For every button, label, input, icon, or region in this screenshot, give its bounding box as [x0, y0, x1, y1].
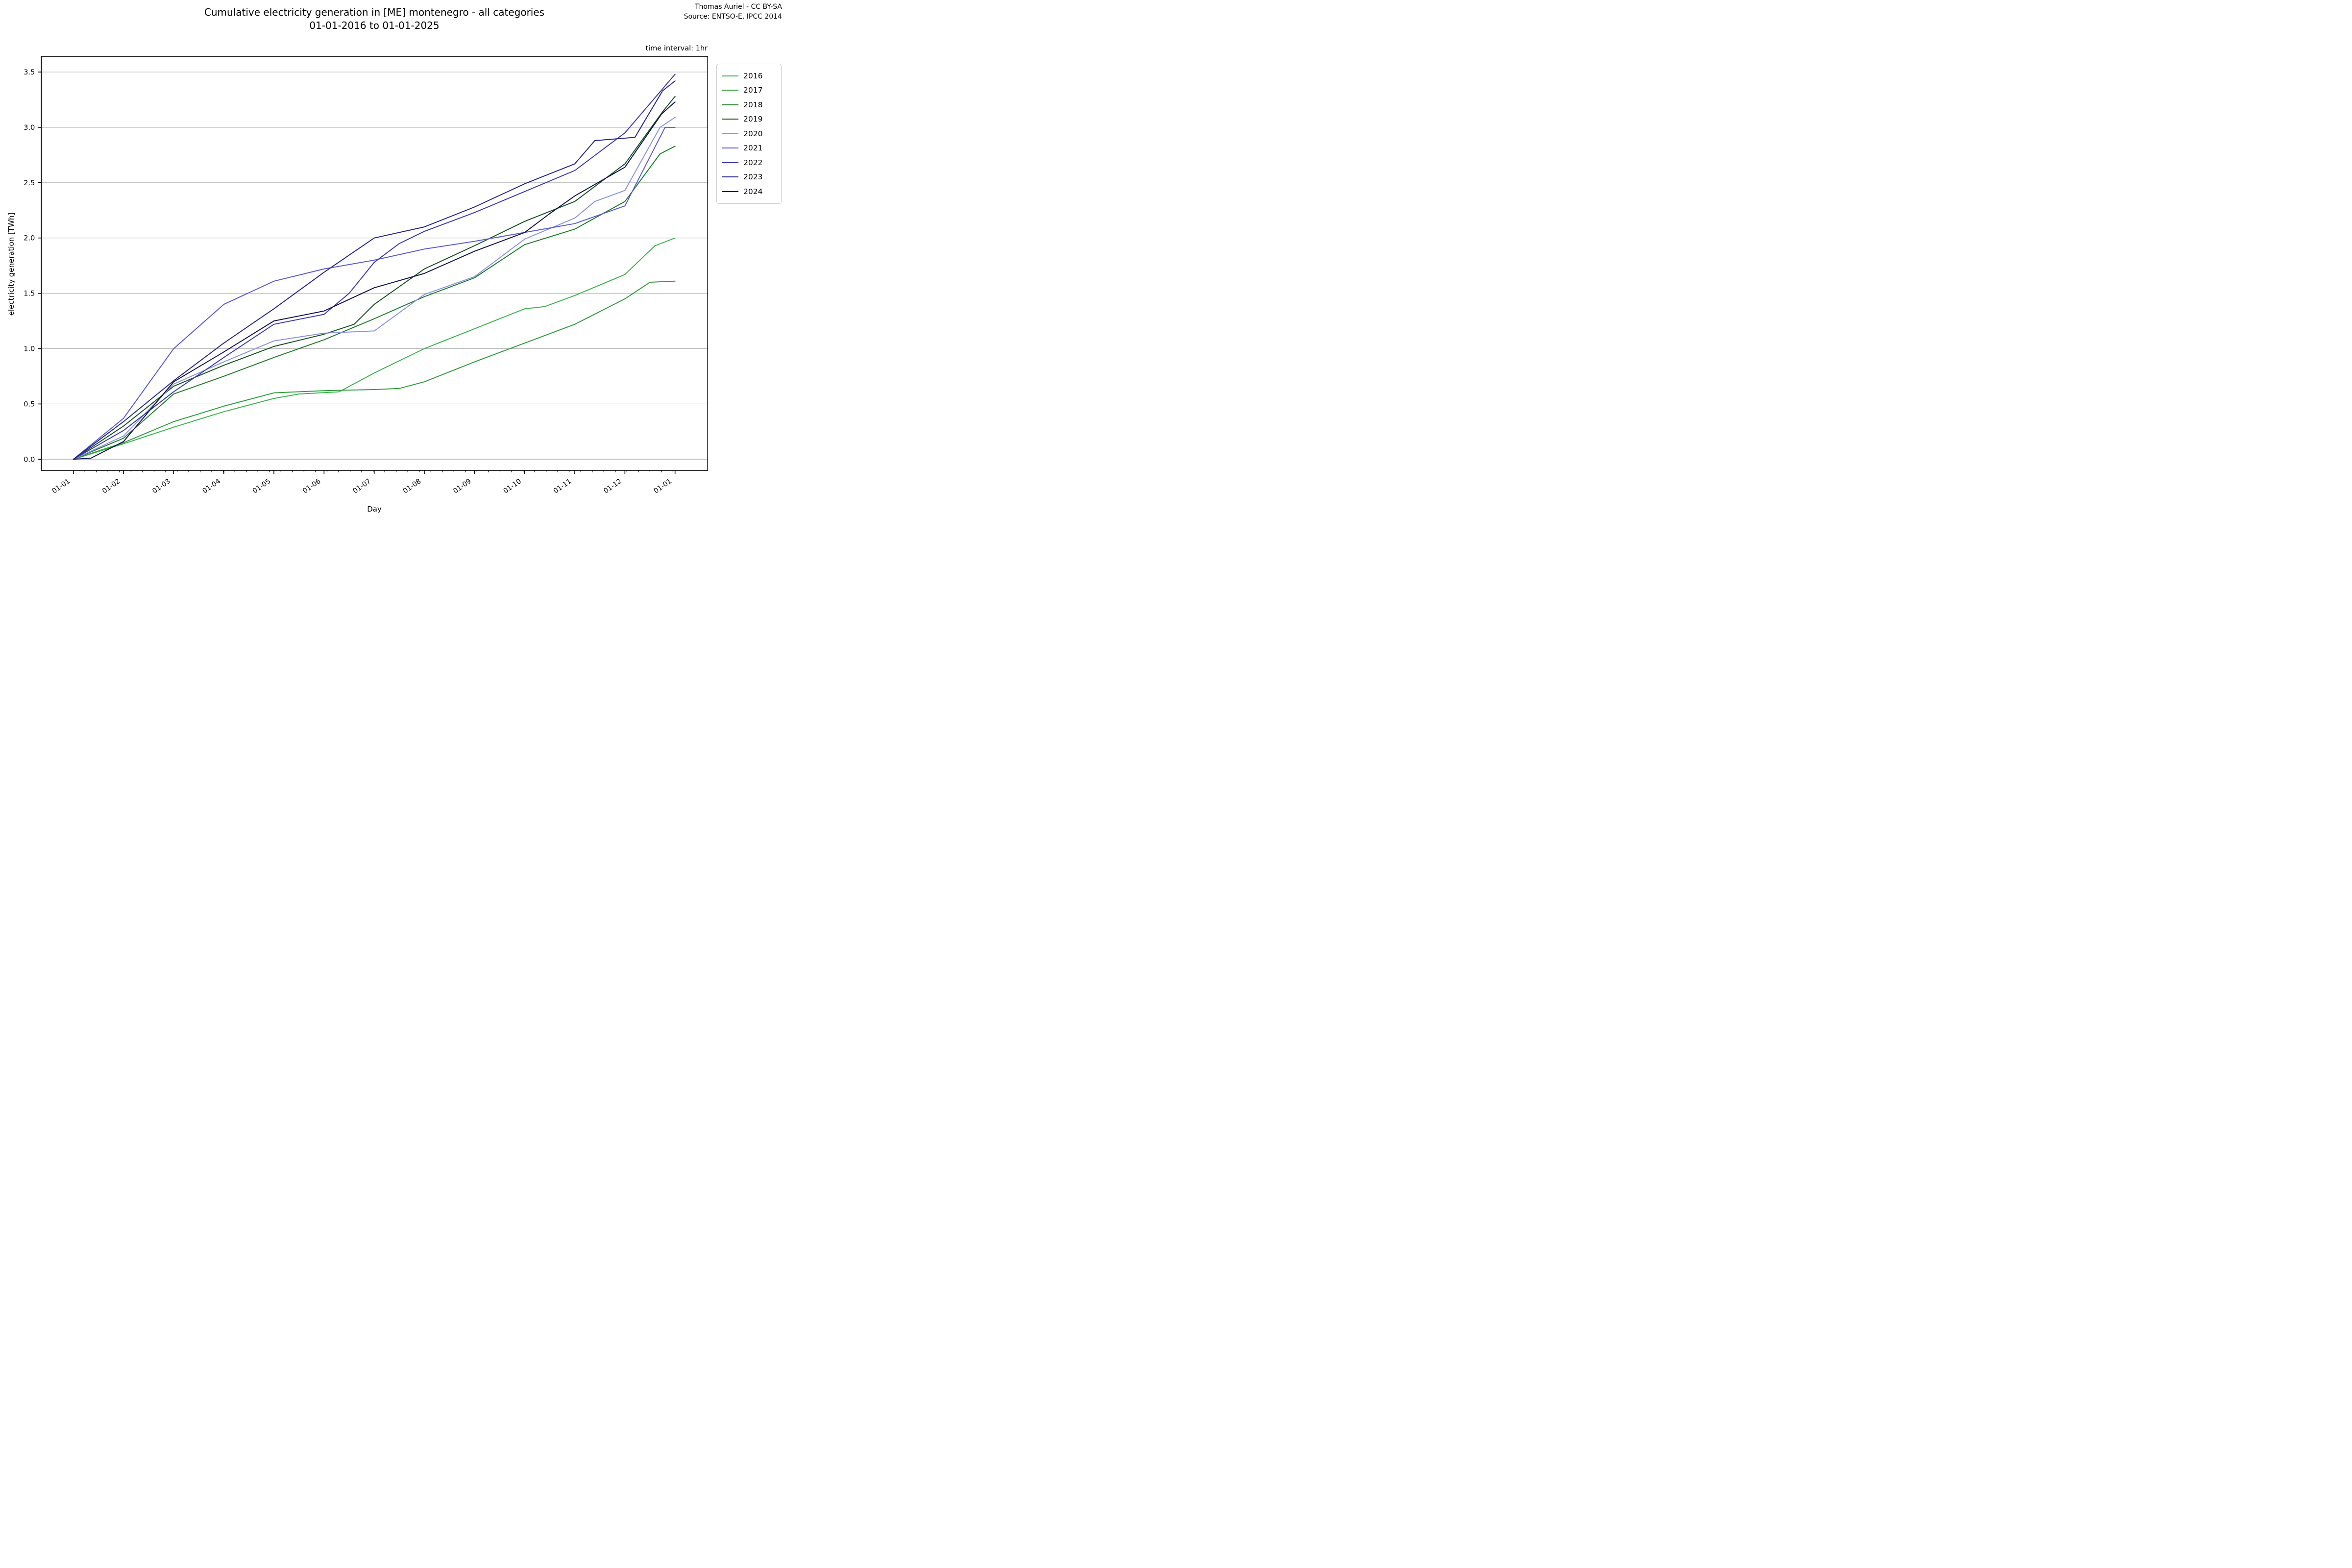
y-tick-label-1.0: 1.0	[24, 345, 35, 353]
legend-item-2022: 2022	[722, 155, 776, 170]
legend-label-2021: 2021	[743, 144, 763, 153]
legend-label-2019: 2019	[743, 115, 763, 124]
legend-label-2022: 2022	[743, 158, 763, 167]
legend-item-2021: 2021	[722, 141, 776, 156]
series-line-2023	[73, 80, 676, 460]
x-tick-label-4: 01-05	[251, 477, 272, 495]
legend-label-2024: 2024	[743, 187, 763, 196]
x-tick-label-8: 01-09	[452, 477, 473, 495]
legend-label-2018: 2018	[743, 100, 763, 109]
legend-item-2024: 2024	[722, 184, 776, 199]
legend-label-2020: 2020	[743, 129, 763, 138]
legend-line-swatch-2020	[722, 133, 738, 134]
y-axis-label: electricity generation [TWh]	[7, 212, 16, 316]
attribution: Thomas Auriel - CC BY-SA Source: ENTSO-E…	[684, 2, 782, 22]
series-line-2017	[73, 280, 676, 460]
y-tick-label-3.5: 3.5	[24, 69, 35, 76]
legend-item-2019: 2019	[722, 112, 776, 127]
series-line-2016	[73, 237, 676, 460]
figure: Cumulative electricity generation in [ME…	[0, 0, 784, 523]
x-tick-label-11: 01-12	[602, 477, 623, 495]
y-tick-label-2.5: 2.5	[24, 179, 35, 187]
x-tick-label-10: 01-11	[552, 477, 573, 495]
x-tick-label-3: 01-04	[201, 477, 222, 495]
x-tick-label-1: 01-02	[101, 477, 122, 495]
legend-label-2017: 2017	[743, 86, 763, 95]
x-tick-label-2: 01-03	[151, 477, 172, 495]
x-tick-label-7: 01-08	[402, 477, 423, 495]
series-line-2020	[73, 117, 676, 460]
plot-border	[41, 56, 709, 471]
legend-item-2016: 2016	[722, 69, 776, 83]
legend-item-2023: 2023	[722, 170, 776, 185]
series-line-2024	[73, 101, 676, 460]
series-line-2022	[73, 74, 676, 460]
legend-item-2018: 2018	[722, 98, 776, 112]
chart-title: Cumulative electricity generation in [ME…	[41, 6, 708, 32]
legend-item-2020: 2020	[722, 126, 776, 141]
attribution-source: Source: ENTSO-E, IPCC 2014	[684, 13, 782, 21]
x-axis-label: Day	[367, 505, 382, 514]
y-tick-label-2.0: 2.0	[24, 235, 35, 243]
chart-canvas: 01-01 01-02 01-03 01-04 01-05 01-06 01-07 01-08…	[24, 56, 709, 495]
x-tick-label-9: 01-10	[502, 477, 523, 495]
x-tick-label-0: 01-01	[50, 477, 72, 495]
legend-line-swatch-2017	[722, 90, 738, 91]
legend-label-2016: 2016	[743, 71, 763, 80]
legend-line-swatch-2022	[722, 162, 738, 163]
legend-line-swatch-2024	[722, 191, 738, 192]
y-tick-label-3.0: 3.0	[24, 124, 35, 132]
legend-line-swatch-2021	[722, 147, 738, 149]
time-interval-note: time interval: 1hr	[645, 45, 708, 52]
series-line-2018	[73, 146, 676, 460]
legend-box: 2016 2017 2018 2019 2020 2021 2022 2023 2024	[716, 64, 782, 204]
attribution-author: Thomas Auriel - CC BY-SA	[694, 3, 782, 11]
legend-label-2023: 2023	[743, 172, 763, 182]
legend-line-swatch-2018	[722, 104, 738, 105]
chart-title-line1: Cumulative electricity generation in [ME…	[204, 6, 545, 18]
legend-line-swatch-2019	[722, 119, 738, 120]
x-tick-label-12: 01-01	[652, 477, 673, 495]
y-tick-label-0.5: 0.5	[24, 400, 35, 408]
x-tick-label-5: 01-06	[301, 477, 322, 495]
x-tick-label-6: 01-07	[351, 477, 372, 495]
legend-item-2017: 2017	[722, 83, 776, 98]
y-tick-label-0.0: 0.0	[24, 456, 35, 464]
legend-line-swatch-2023	[722, 176, 738, 178]
legend-line-swatch-2016	[722, 75, 738, 76]
series-line-2019	[73, 96, 676, 460]
chart-title-line2: 01-01-2016 to 01-01-2025	[309, 20, 440, 31]
series-line-2021	[73, 126, 676, 460]
y-tick-label-1.5: 1.5	[24, 290, 35, 298]
